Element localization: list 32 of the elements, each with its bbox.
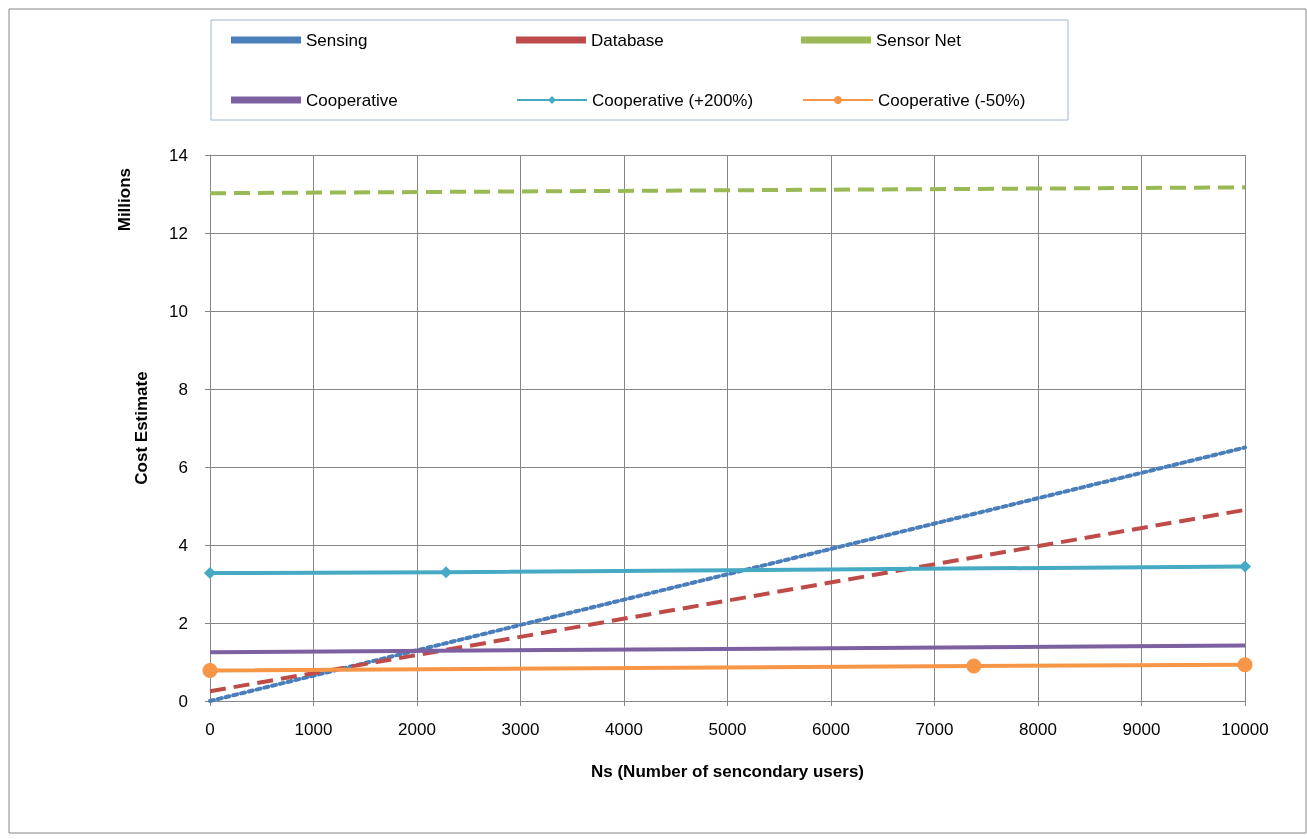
x-tick-label: 6000 — [812, 720, 850, 739]
y-tick-label: 0 — [178, 691, 188, 711]
legend-label: Sensor Net — [876, 30, 962, 50]
x-tick-label: 8000 — [1019, 720, 1057, 739]
legend-label: Cooperative (+200%) — [592, 90, 754, 110]
x-tick-label: 4000 — [605, 720, 643, 739]
x-tick-label: 3000 — [501, 720, 540, 739]
x-tick-label: 0 — [205, 720, 215, 739]
legend-label: Sensing — [306, 30, 368, 50]
legend-label: Database — [591, 30, 664, 50]
point — [1239, 560, 1251, 573]
y-tick-label: 6 — [178, 457, 188, 477]
text: Millions — [115, 168, 134, 232]
x-tick-label: 2000 — [398, 720, 436, 739]
x-tick-label: 7000 — [915, 720, 954, 739]
x-tick-label: 5000 — [708, 720, 747, 739]
y-tick-label: 10 — [169, 301, 188, 321]
legend-label: Cooperative (-50%) — [878, 90, 1026, 110]
x-tick-label: 1000 — [294, 720, 333, 739]
x-axis-title: Ns (Number of sencondary users) — [590, 762, 865, 781]
y-tick-label: 8 — [178, 379, 188, 399]
y-axis-title: Cost Estimate — [132, 371, 151, 485]
x-tick-label: 10000 — [1221, 720, 1269, 739]
point — [966, 658, 982, 674]
y-tick-label: 4 — [178, 535, 188, 555]
y-tick-label: 12 — [169, 223, 188, 243]
y-tick-label: 14 — [169, 145, 188, 165]
point — [1237, 657, 1253, 673]
legend-label: Cooperative — [306, 90, 398, 110]
y-tick-label: 2 — [178, 613, 188, 633]
x-tick-label: 9000 — [1122, 720, 1161, 739]
point — [202, 663, 218, 679]
